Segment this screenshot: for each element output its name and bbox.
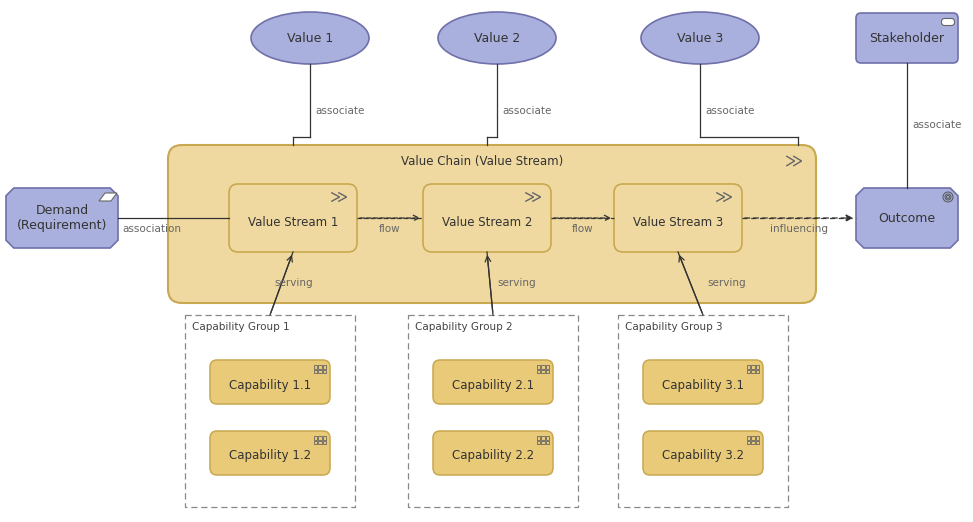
Text: Capability 1.2: Capability 1.2: [229, 449, 311, 462]
Text: flow: flow: [572, 224, 594, 234]
Text: Capability Group 1: Capability Group 1: [192, 322, 290, 332]
Text: Demand
(Requirement): Demand (Requirement): [17, 204, 107, 232]
Bar: [323, 370, 326, 373]
Bar: [756, 365, 759, 369]
Bar: [541, 370, 545, 373]
Text: serving: serving: [497, 279, 535, 289]
Text: Value 3: Value 3: [677, 31, 723, 44]
FancyBboxPatch shape: [433, 360, 553, 404]
Bar: [323, 436, 326, 440]
Bar: [756, 370, 759, 373]
Bar: [746, 441, 750, 444]
Bar: [318, 370, 322, 373]
Bar: [313, 436, 317, 440]
Bar: [323, 441, 326, 444]
Bar: [751, 436, 755, 440]
Text: Value 1: Value 1: [287, 31, 333, 44]
Text: Value Chain (Value Stream): Value Chain (Value Stream): [401, 155, 563, 168]
Text: Capability 2.2: Capability 2.2: [451, 449, 534, 462]
Bar: [751, 441, 755, 444]
Ellipse shape: [251, 12, 369, 64]
FancyBboxPatch shape: [643, 431, 763, 475]
Bar: [546, 365, 549, 369]
Text: flow: flow: [379, 224, 401, 234]
Bar: [318, 365, 322, 369]
Bar: [546, 370, 549, 373]
Text: association: association: [122, 224, 181, 234]
Bar: [746, 436, 750, 440]
FancyBboxPatch shape: [856, 13, 958, 63]
FancyBboxPatch shape: [210, 360, 330, 404]
FancyBboxPatch shape: [229, 184, 357, 252]
Bar: [746, 365, 750, 369]
Bar: [756, 441, 759, 444]
Ellipse shape: [438, 12, 556, 64]
FancyBboxPatch shape: [643, 360, 763, 404]
Bar: [541, 436, 545, 440]
Bar: [541, 441, 545, 444]
Bar: [546, 436, 549, 440]
Text: Capability 1.1: Capability 1.1: [229, 378, 311, 392]
Bar: [537, 441, 540, 444]
FancyBboxPatch shape: [433, 431, 553, 475]
Bar: [323, 365, 326, 369]
Text: Value Stream 2: Value Stream 2: [442, 217, 532, 230]
Polygon shape: [6, 188, 118, 248]
Text: Capability 2.1: Capability 2.1: [451, 378, 534, 392]
Bar: [746, 370, 750, 373]
Bar: [618, 315, 788, 507]
Bar: [751, 365, 755, 369]
Polygon shape: [856, 188, 958, 248]
FancyBboxPatch shape: [942, 18, 955, 26]
Bar: [537, 365, 540, 369]
Text: Capability Group 3: Capability Group 3: [625, 322, 723, 332]
FancyBboxPatch shape: [423, 184, 551, 252]
Bar: [537, 370, 540, 373]
Text: associate: associate: [705, 105, 754, 115]
Bar: [313, 441, 317, 444]
Bar: [408, 315, 578, 507]
Text: associate: associate: [912, 121, 961, 130]
Bar: [537, 436, 540, 440]
Text: associate: associate: [502, 105, 552, 115]
Bar: [756, 436, 759, 440]
FancyBboxPatch shape: [614, 184, 742, 252]
Text: serving: serving: [707, 279, 745, 289]
Polygon shape: [99, 193, 117, 201]
Bar: [313, 365, 317, 369]
FancyBboxPatch shape: [210, 431, 330, 475]
Bar: [541, 365, 545, 369]
Text: Capability Group 2: Capability Group 2: [415, 322, 513, 332]
Text: associate: associate: [315, 105, 364, 115]
Bar: [751, 370, 755, 373]
Bar: [185, 315, 355, 507]
Text: Stakeholder: Stakeholder: [870, 31, 945, 44]
Text: Value 2: Value 2: [474, 31, 521, 44]
FancyBboxPatch shape: [168, 145, 816, 303]
Text: Value Stream 3: Value Stream 3: [632, 217, 723, 230]
Text: Outcome: Outcome: [879, 211, 936, 224]
Bar: [318, 441, 322, 444]
Bar: [313, 370, 317, 373]
Bar: [546, 441, 549, 444]
Bar: [318, 436, 322, 440]
Text: influencing: influencing: [770, 224, 828, 234]
Text: serving: serving: [274, 279, 312, 289]
Text: Capability 3.1: Capability 3.1: [662, 378, 744, 392]
Text: Value Stream 1: Value Stream 1: [248, 217, 339, 230]
Ellipse shape: [641, 12, 759, 64]
Text: Capability 3.2: Capability 3.2: [662, 449, 744, 462]
